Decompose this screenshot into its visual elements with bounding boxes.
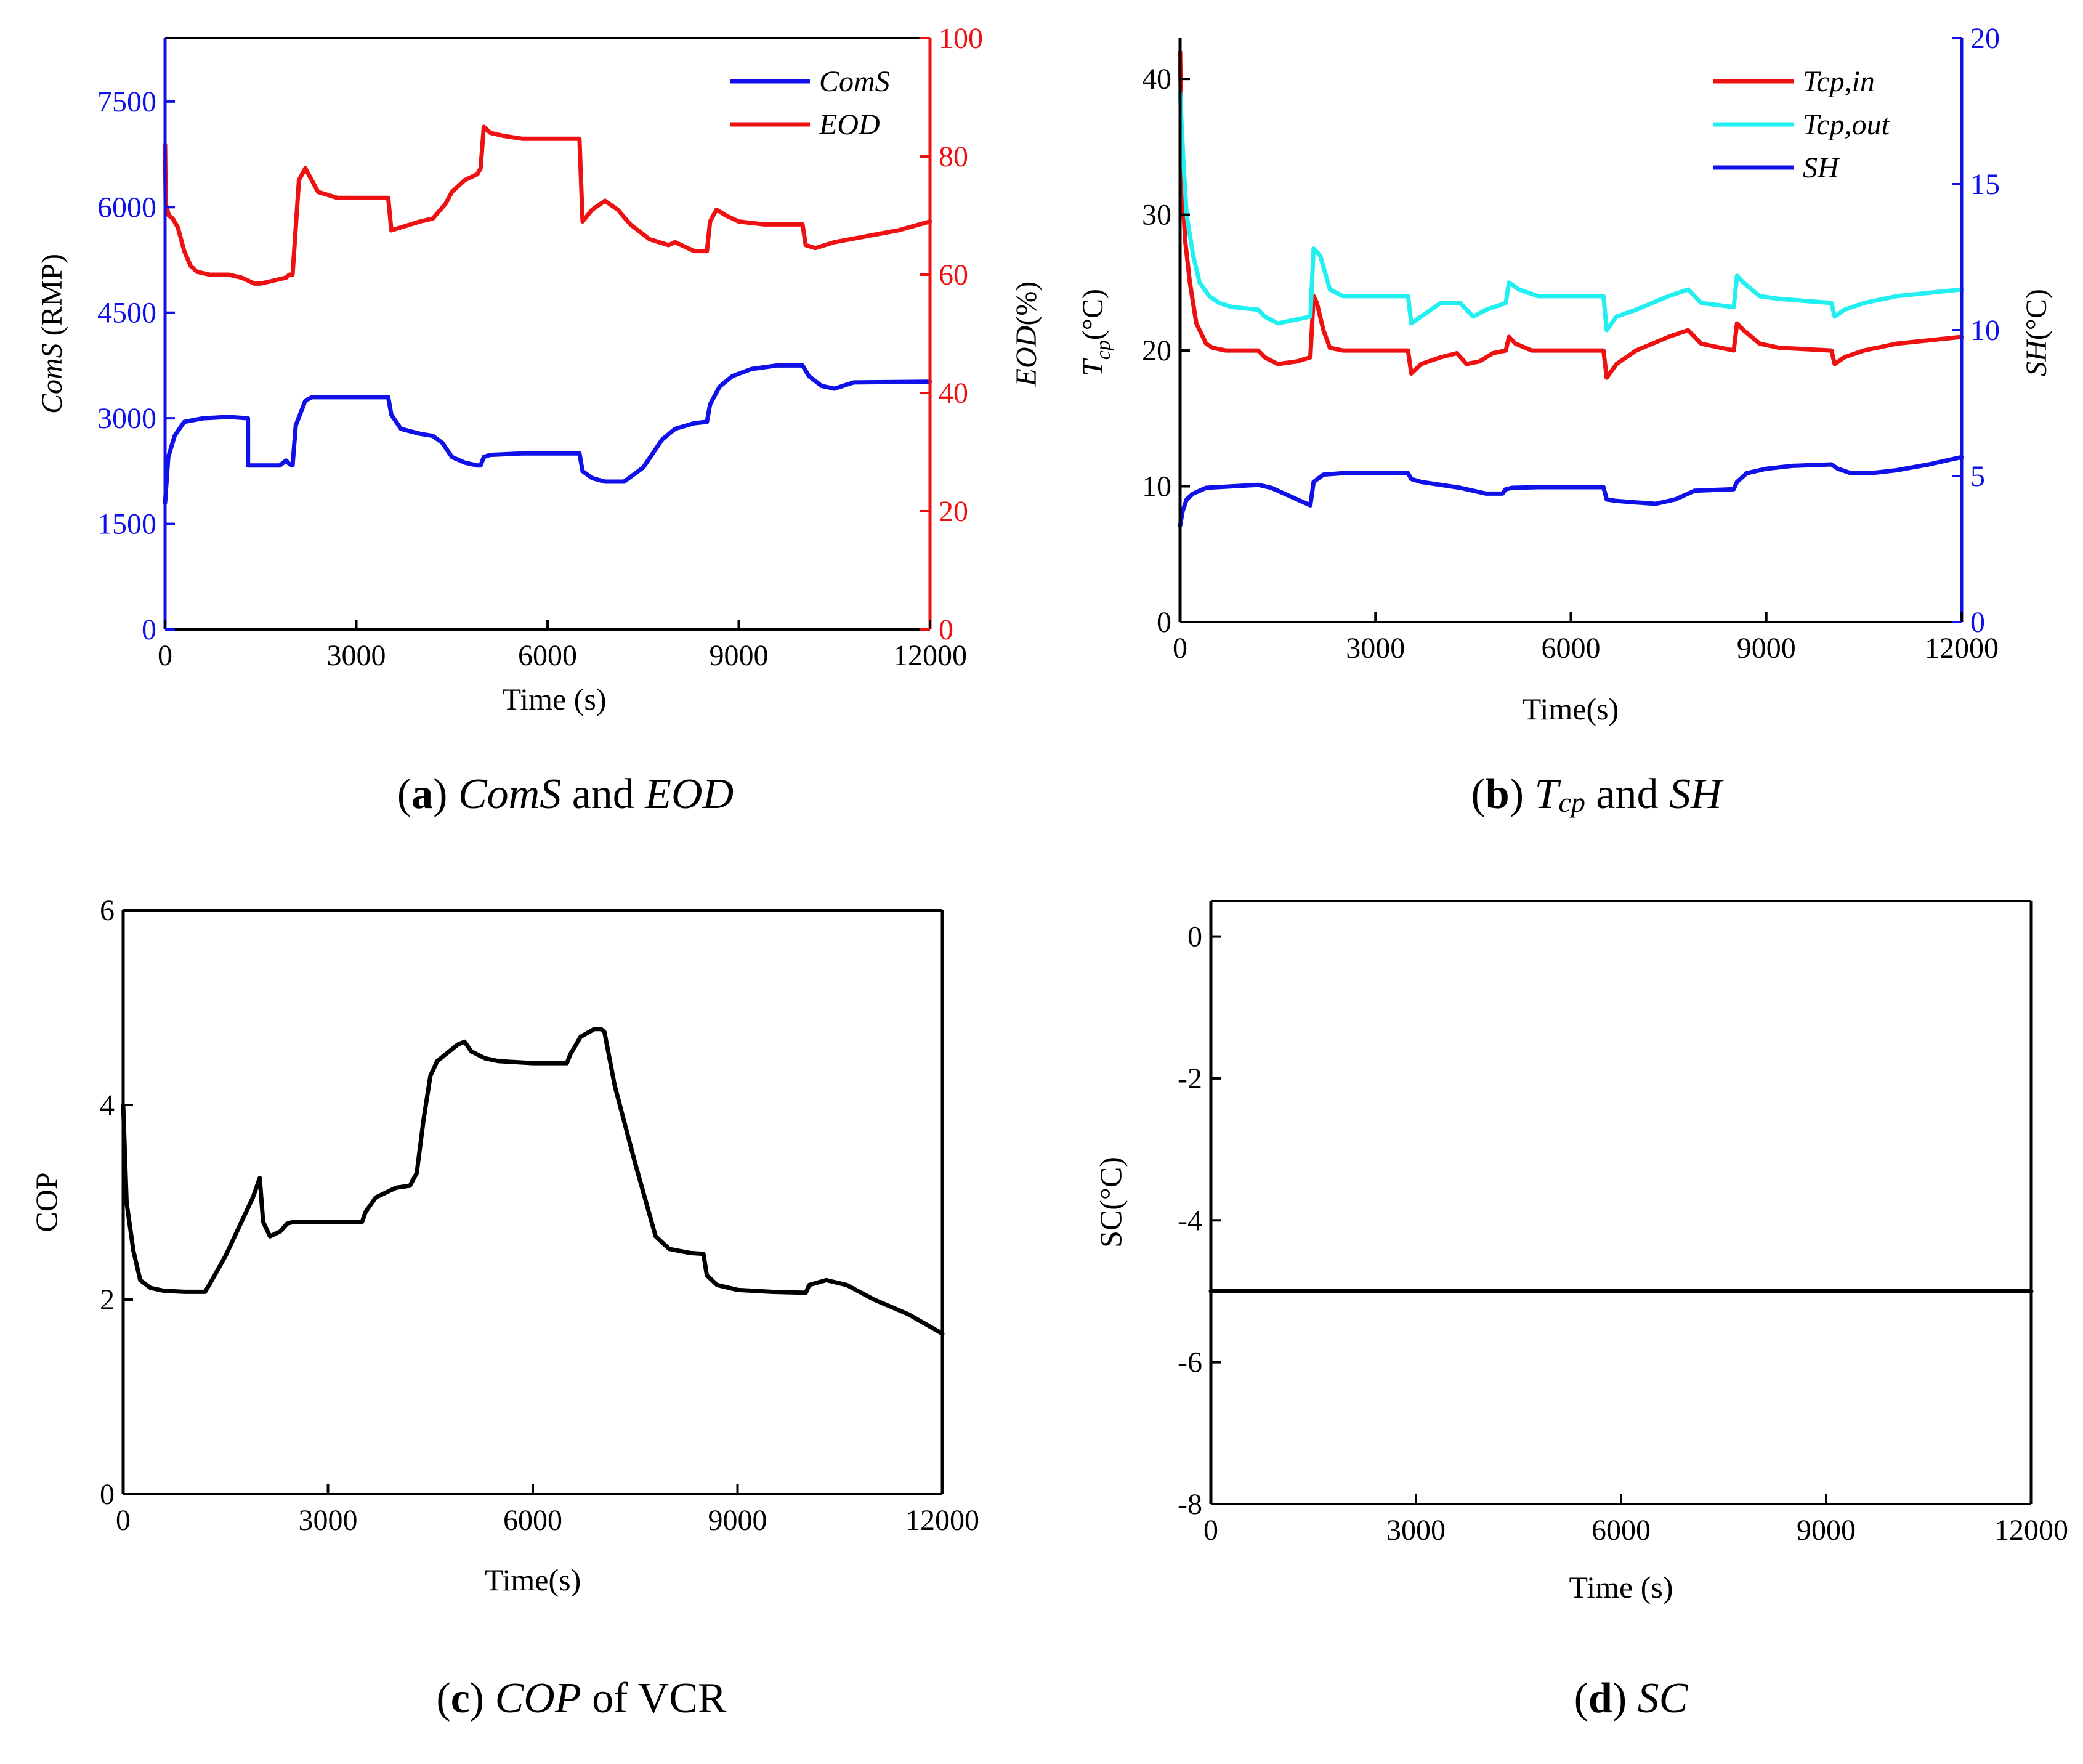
y-tick-label-c-2: 4 — [100, 1089, 115, 1122]
x-tick-label-c-4: 12000 — [905, 1504, 979, 1537]
y-tick-label-d-1: -6 — [1178, 1346, 1202, 1379]
x-tick-label-a-0: 0 — [158, 639, 172, 672]
legend-label-b-1: Tcp,out — [1803, 108, 1891, 141]
x-axis-title-c: Time(s) — [485, 1563, 581, 1597]
y-tick-label-c-3: 6 — [100, 894, 115, 927]
y2-tick-label-b-0: 0 — [1970, 606, 1985, 639]
series-a-0 — [163, 363, 932, 505]
legend-label-b-2: SH — [1803, 152, 1840, 184]
y-tick-label-d-3: -2 — [1178, 1062, 1202, 1095]
x-axis-title-d: Time (s) — [1569, 1570, 1673, 1604]
x-tick-label-a-3: 9000 — [710, 639, 769, 672]
series-a-1 — [163, 124, 932, 286]
y-tick-label-d-2: -4 — [1178, 1204, 1202, 1237]
y2-tick-label-b-4: 20 — [1970, 22, 2000, 55]
y-tick-label-c-0: 0 — [100, 1478, 115, 1511]
x-tick-label-b-4: 12000 — [1925, 632, 1999, 665]
x-axis-title-b: Time(s) — [1523, 692, 1619, 726]
y2-tick-label-a-0: 0 — [939, 613, 953, 646]
x-tick-label-a-4: 12000 — [893, 639, 967, 672]
x-axis-title-a: Time (s) — [502, 682, 606, 716]
y2-axis-title-a: EOD(%) — [1010, 281, 1043, 387]
y-axis-title-b: Tcp(°C) — [1077, 289, 1115, 376]
x-tick-label-b-0: 0 — [1173, 632, 1187, 665]
y-tick-label-a-0: 0 — [142, 613, 156, 646]
y-tick-label-a-2: 3000 — [97, 402, 156, 435]
y-tick-label-a-1: 1500 — [97, 508, 156, 541]
caption-b: (b) Tcp and SH — [1471, 771, 1722, 818]
chart-c: 0 3000 6000 9000 12000 0 2 4 6 — [100, 894, 979, 1537]
x-tick-label-b-2: 6000 — [1542, 632, 1601, 665]
x-tick-label-d-4: 12000 — [1994, 1514, 2068, 1547]
x-tick-label-d-0: 0 — [1203, 1514, 1218, 1547]
y-axis-title-a: ComS (RMP) — [36, 254, 68, 414]
y2-tick-label-b-1: 5 — [1970, 460, 1985, 493]
x-tick-label-a-2: 6000 — [518, 639, 577, 672]
legend-label-a-1: EOD — [819, 108, 880, 141]
y2-tick-label-a-3: 60 — [939, 259, 968, 291]
x-tick-label-d-2: 6000 — [1592, 1514, 1651, 1547]
y-tick-label-a-5: 7500 — [97, 86, 156, 118]
series-b-1 — [1178, 90, 1964, 333]
x-tick-label-c-2: 6000 — [503, 1504, 562, 1537]
x-tick-label-c-1: 3000 — [299, 1504, 358, 1537]
legend-label-b-0: Tcp,in — [1803, 65, 1875, 98]
y2-tick-label-b-3: 15 — [1970, 168, 2000, 201]
y-tick-label-b-1: 10 — [1142, 471, 1171, 503]
caption-c: (c) COP of VCR — [436, 1675, 727, 1722]
series-b-2 — [1178, 455, 1964, 528]
caption-d: (d) SC — [1574, 1675, 1688, 1722]
y-tick-label-b-3: 30 — [1142, 199, 1171, 232]
y-tick-label-b-2: 20 — [1142, 334, 1171, 367]
series-b-0 — [1178, 49, 1964, 380]
chart-d: 0 3000 6000 9000 12000 -8 -6 -4 -2 0 — [1178, 900, 2068, 1547]
y2-tick-label-a-4: 80 — [939, 140, 968, 173]
series-c-0 — [121, 1027, 945, 1336]
x-tick-label-b-1: 3000 — [1346, 632, 1405, 665]
y-tick-label-d-0: -8 — [1178, 1488, 1202, 1521]
y2-tick-label-a-5: 100 — [939, 22, 983, 55]
y2-axis-title-b: SH(°C) — [2020, 289, 2053, 376]
x-tick-label-b-3: 9000 — [1737, 632, 1796, 665]
chart-a: 0 3000 6000 9000 120000150030004500600075000… — [97, 22, 983, 672]
y-axis-title-c: COP — [29, 1172, 63, 1232]
x-tick-label-a-1: 3000 — [327, 639, 386, 672]
x-tick-label-d-1: 3000 — [1386, 1514, 1446, 1547]
y-tick-label-b-0: 0 — [1157, 606, 1171, 639]
y-tick-label-d-4: 0 — [1187, 921, 1202, 953]
y-axis-title-d: SC(°C) — [1093, 1157, 1128, 1248]
y2-tick-label-b-2: 10 — [1970, 314, 2000, 347]
x-tick-label-c-3: 9000 — [708, 1504, 767, 1537]
caption-a: (a) ComS and EOD — [397, 771, 734, 818]
y2-tick-label-a-2: 40 — [939, 377, 968, 410]
y-tick-label-c-1: 2 — [100, 1284, 115, 1316]
y2-tick-label-a-1: 20 — [939, 495, 968, 528]
y-tick-label-a-3: 4500 — [97, 297, 156, 330]
x-tick-label-d-3: 9000 — [1797, 1514, 1856, 1547]
legend-label-a-0: ComS — [819, 65, 890, 98]
x-tick-label-c-0: 0 — [116, 1504, 131, 1537]
y-tick-label-b-4: 40 — [1142, 63, 1171, 95]
y-tick-label-a-4: 6000 — [97, 191, 156, 224]
chart-b: 0 3000 6000 9000 1200001020304005101520Tcp,i… — [1142, 22, 2000, 665]
